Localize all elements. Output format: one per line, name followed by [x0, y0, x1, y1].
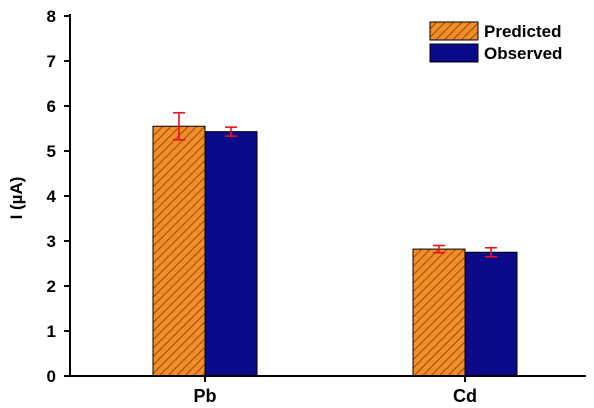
error-bar-predicted-pb	[173, 111, 185, 141]
y-tick-label: 6	[47, 97, 56, 116]
legend-swatch-observed	[429, 43, 479, 63]
y-axis-ticks: 0 1 2 3 4 5 6 7 8	[47, 7, 70, 386]
x-tick-label-cd: Cd	[453, 386, 477, 406]
y-tick-label: 7	[47, 52, 56, 71]
y-tick-label: 1	[47, 322, 56, 341]
error-bar-observed-cd	[485, 246, 497, 258]
bar-observed-pb	[204, 131, 258, 377]
y-tick-label: 3	[47, 232, 56, 251]
plot-area	[152, 111, 518, 377]
error-bar-predicted-cd	[433, 244, 445, 254]
y-tick-label: 5	[47, 142, 56, 161]
y-tick-label: 8	[47, 7, 56, 26]
y-tick-label: 4	[47, 187, 57, 206]
legend-swatch-predicted	[429, 21, 479, 41]
x-tick-label-pb: Pb	[193, 386, 216, 406]
error-bar-observed-pb	[225, 126, 237, 137]
bar-predicted-pb	[152, 125, 206, 377]
legend-label-predicted: Predicted	[484, 22, 561, 41]
bar-predicted-cd	[412, 248, 466, 377]
x-axis-ticks: Pb Cd	[193, 376, 477, 406]
y-axis-label: I (µA)	[7, 177, 26, 220]
legend: Predicted Observed	[429, 21, 562, 63]
legend-label-observed: Observed	[484, 44, 562, 63]
y-tick-label: 0	[47, 367, 56, 386]
bar-observed-cd	[464, 251, 518, 377]
y-tick-label: 2	[47, 277, 56, 296]
